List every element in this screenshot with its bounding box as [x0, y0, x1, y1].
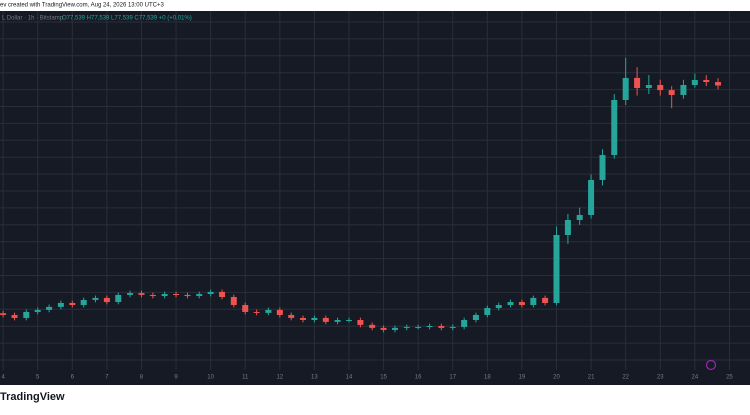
candle-body: [322, 317, 329, 322]
candle-body: [380, 327, 387, 330]
candle-body: [438, 325, 445, 328]
candle-body: [415, 326, 422, 328]
candle-body: [138, 293, 145, 295]
candle-body: [288, 314, 295, 318]
caption: ev created with TradingView.com, Aug 24,…: [0, 3, 164, 9]
candle-body: [426, 325, 433, 327]
candle-body: [715, 82, 722, 86]
candle-body: [311, 317, 318, 321]
candle-body: [542, 297, 549, 303]
candle-body: [127, 293, 134, 295]
candle-body: [357, 320, 364, 325]
candle-body: [634, 77, 641, 89]
candle-body: [657, 85, 664, 91]
candle-body: [576, 214, 583, 221]
brand-logo: TradingView: [0, 391, 65, 403]
x-tick-label: 16: [415, 375, 422, 381]
candle-body: [472, 314, 479, 321]
candle-body: [588, 179, 595, 215]
x-tick-label: 25: [726, 375, 733, 381]
candle-body: [668, 90, 675, 95]
candle-body: [34, 309, 41, 312]
candle-body: [611, 100, 618, 156]
candle-body: [645, 85, 652, 89]
candle-body: [703, 79, 710, 83]
x-tick-label: 23: [657, 375, 664, 381]
x-tick-label: 9: [174, 375, 178, 381]
candle-body: [484, 308, 491, 315]
x-tick-label: 22: [622, 375, 629, 381]
x-tick-label: 17: [449, 375, 456, 381]
x-tick-label: 7: [105, 375, 109, 381]
candle-body: [530, 297, 537, 306]
candle-body: [265, 309, 272, 313]
symbol-info: L Dollar · 1h · Bitstamp: [2, 16, 64, 22]
x-tick-label: 8: [140, 375, 144, 381]
x-tick-label: 24: [692, 375, 699, 381]
x-tick-label: 18: [484, 375, 491, 381]
candle-body: [103, 297, 110, 303]
candle-body: [553, 235, 560, 303]
candle-body: [461, 320, 468, 327]
x-tick-label: 15: [380, 375, 387, 381]
candle-body: [196, 293, 203, 297]
x-tick-label: 5: [36, 375, 40, 381]
candle-body: [161, 293, 168, 297]
x-tick-label: 19: [519, 375, 526, 381]
candle-body: [622, 77, 629, 101]
chart-panel: [0, 11, 750, 385]
candle-body: [57, 302, 64, 307]
candle-body: [242, 305, 249, 312]
candle-body: [564, 220, 571, 236]
candle-body: [518, 302, 525, 306]
candle-body: [334, 320, 341, 322]
candle-body: [184, 294, 191, 297]
x-tick-label: 13: [311, 375, 318, 381]
candle-body: [219, 291, 226, 297]
candle-body: [46, 306, 53, 310]
candle-body: [391, 327, 398, 330]
x-tick-label: 10: [207, 375, 214, 381]
candle-body: [0, 313, 7, 315]
candle-body: [207, 291, 214, 294]
candle-body: [276, 309, 283, 315]
candle-body: [449, 326, 456, 328]
x-tick-label: 20: [553, 375, 560, 381]
candle-body: [680, 85, 687, 95]
event-marker[interactable]: [705, 359, 717, 371]
candle-body: [507, 302, 514, 306]
ohlc-readout: O77,539 H77,539 L77,539 C77,539 +0 (+0.0…: [62, 16, 192, 22]
candle-body: [149, 294, 156, 297]
x-tick-label: 6: [71, 375, 75, 381]
candle-body: [11, 314, 18, 318]
candle-body: [691, 79, 698, 86]
candle-body: [230, 296, 237, 306]
candle-body: [299, 317, 306, 321]
x-tick-label: 21: [588, 375, 595, 381]
candle-body: [173, 293, 180, 295]
candle-body: [599, 155, 606, 180]
x-axis: 4 5 6 7 8 9 10 11 12 13 14 15 16 17 18 19 20 21 22 23 24 25: [1, 375, 733, 381]
x-tick-label: 14: [346, 375, 353, 381]
candle-body: [369, 324, 376, 328]
candle-body: [69, 302, 76, 306]
candle-body: [92, 297, 99, 300]
x-tick-label: 4: [1, 375, 5, 381]
candle-body: [253, 311, 260, 313]
candle-body: [115, 294, 122, 303]
candle-body: [345, 320, 352, 322]
candle-body: [495, 305, 502, 309]
candle-body: [80, 299, 87, 306]
candles: [0, 57, 722, 333]
x-tick-label: 11: [242, 375, 249, 381]
candle-body: [403, 326, 410, 328]
candle-body: [23, 311, 30, 318]
x-tick-label: 12: [276, 375, 283, 381]
